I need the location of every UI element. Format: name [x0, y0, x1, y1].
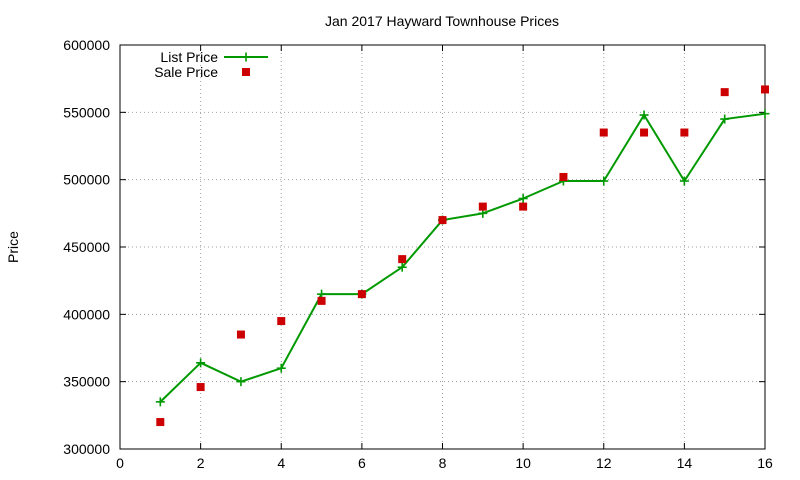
sale-price-point — [236, 330, 245, 339]
axis-ticks — [119, 44, 766, 450]
sale-price-point — [438, 216, 447, 225]
sale-price-point — [317, 296, 326, 305]
sale-price-point — [761, 85, 769, 94]
series-list-price — [155, 109, 770, 407]
sale-price-point — [357, 290, 366, 299]
x-tick-label: 4 — [277, 455, 285, 471]
list-price-point — [760, 109, 770, 119]
sale-price-point — [478, 202, 487, 211]
sale-price-point — [156, 418, 165, 427]
list-price-point — [276, 363, 286, 373]
sale-price-point — [680, 128, 689, 137]
legend-label: Sale Price — [154, 64, 218, 80]
y-tick-label: 500000 — [63, 172, 110, 188]
x-tick-label: 14 — [677, 455, 693, 471]
x-tick-label: 8 — [439, 455, 447, 471]
x-tick-label: 12 — [596, 455, 612, 471]
sale-price-point — [720, 88, 729, 97]
sale-price-point — [196, 383, 205, 392]
grid — [120, 45, 765, 449]
list-price-point — [196, 358, 206, 368]
list-price-point — [720, 114, 730, 124]
y-tick-label: 600000 — [63, 37, 110, 53]
y-tick-label: 300000 — [63, 441, 110, 457]
y-tick-label: 350000 — [63, 374, 110, 390]
x-tick-label: 2 — [197, 455, 205, 471]
list-price-point — [599, 176, 609, 186]
x-tick-labels: 0 2 4 6 8 10 12 14 16 — [116, 455, 773, 471]
x-tick-label: 6 — [358, 455, 366, 471]
sale-price-point — [599, 128, 608, 137]
legend-swatch-plus — [241, 52, 251, 62]
list-price-point — [679, 176, 689, 186]
x-tick-label: 16 — [757, 455, 773, 471]
y-axis-label: Price — [5, 231, 21, 263]
sale-price-point — [398, 255, 407, 264]
y-tick-labels: 300000 350000 400000 450000 500000 550000 6000… — [63, 37, 110, 457]
list-price-point — [518, 194, 528, 204]
sale-price-point — [519, 202, 528, 211]
legend-label: List Price — [160, 49, 218, 65]
list-price-point — [155, 397, 165, 407]
chart-title: Jan 2017 Hayward Townhouse Prices — [325, 13, 559, 29]
y-tick-label: 450000 — [63, 239, 110, 255]
list-price-line — [159, 112, 766, 403]
x-tick-label: 0 — [116, 455, 124, 471]
list-price-point — [639, 110, 649, 120]
sale-price-point — [559, 172, 568, 181]
legend-swatch-square — [242, 68, 250, 76]
x-tick-label: 10 — [515, 455, 531, 471]
list-price-point — [397, 262, 407, 272]
series-layer — [155, 85, 770, 427]
y-tick-label: 400000 — [63, 306, 110, 322]
sale-price-point — [640, 128, 649, 137]
sale-price-point — [277, 317, 286, 326]
list-price-point — [236, 377, 246, 387]
y-tick-label: 550000 — [63, 104, 110, 120]
series-sale-price — [156, 85, 769, 427]
